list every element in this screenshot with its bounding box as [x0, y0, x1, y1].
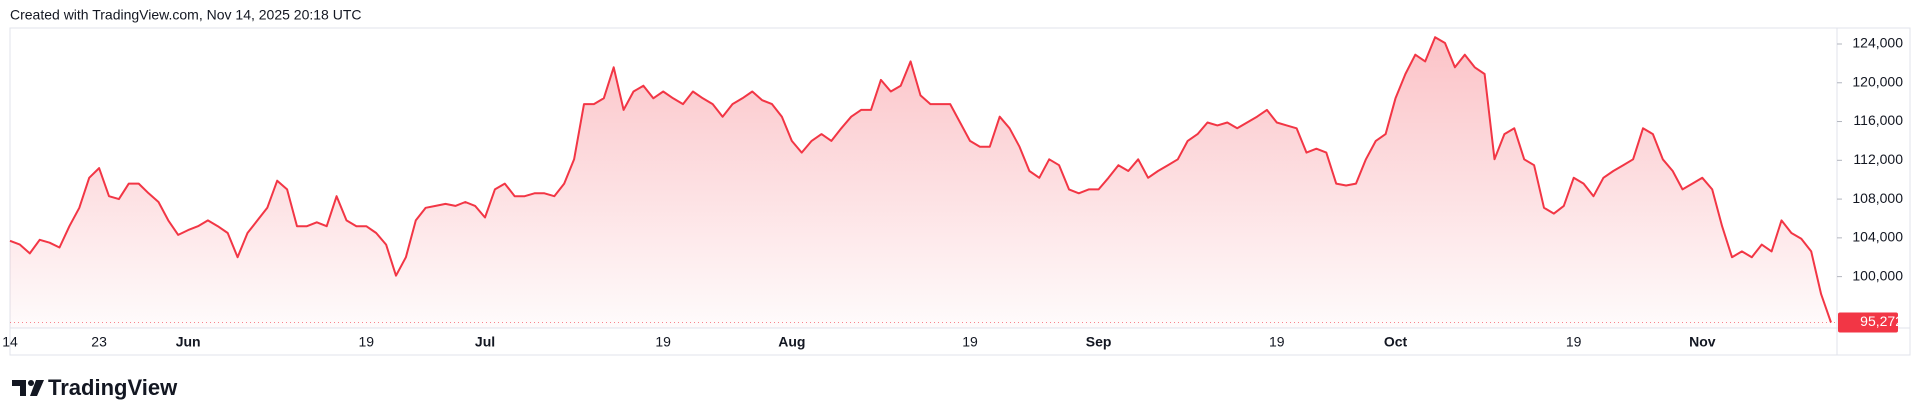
x-tick-label: Aug [778, 334, 805, 350]
x-tick-label: 19 [358, 334, 374, 350]
x-tick-label: Jun [176, 334, 201, 350]
x-tick-label: 14 [2, 334, 18, 350]
y-tick-label: 104,000 [1852, 229, 1903, 245]
area-fill [10, 37, 1831, 328]
price-label-bg [1838, 312, 1898, 333]
x-tick-label: 19 [1566, 334, 1582, 350]
logo-icon [12, 380, 44, 396]
x-tick-label: Sep [1086, 334, 1112, 350]
x-tick-label: 19 [1269, 334, 1285, 350]
x-tick-label: Oct [1384, 334, 1408, 350]
logo: TradingView [12, 375, 178, 400]
y-tick-label: 120,000 [1852, 73, 1903, 89]
x-tick-label: Nov [1689, 334, 1716, 350]
x-tick-label: Jul [475, 334, 495, 350]
x-tick-label: 19 [655, 334, 671, 350]
brand: TradingView [48, 375, 178, 400]
chart-frame [9, 27, 1911, 356]
y-tick-label: 108,000 [1852, 190, 1903, 206]
y-tick-label: 116,000 [1853, 112, 1903, 128]
x-tick-label: 19 [962, 334, 978, 350]
price-line [9, 36, 1832, 323]
y-tick-label: 124,000 [1852, 35, 1903, 51]
x-tick-label: 23 [91, 334, 107, 350]
price-label: 95,272 [1860, 313, 1903, 329]
y-tick-label: 112,000 [1853, 151, 1903, 167]
y-tick-label: 100,000 [1852, 267, 1903, 283]
header: Created with TradingView.com, Nov 14, 20… [10, 7, 361, 23]
